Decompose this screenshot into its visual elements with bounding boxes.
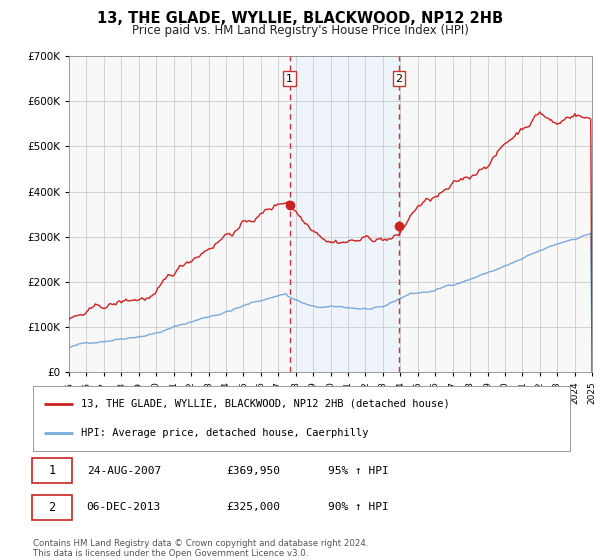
FancyBboxPatch shape [32,495,72,520]
Text: 2: 2 [395,73,403,83]
Text: Contains HM Land Registry data © Crown copyright and database right 2024.: Contains HM Land Registry data © Crown c… [33,539,368,548]
Text: Price paid vs. HM Land Registry's House Price Index (HPI): Price paid vs. HM Land Registry's House … [131,24,469,37]
Text: 24-AUG-2007: 24-AUG-2007 [87,466,161,476]
Text: 90% ↑ HPI: 90% ↑ HPI [328,502,389,512]
Text: 1: 1 [49,464,56,477]
Text: 13, THE GLADE, WYLLIE, BLACKWOOD, NP12 2HB: 13, THE GLADE, WYLLIE, BLACKWOOD, NP12 2… [97,11,503,26]
Text: 06-DEC-2013: 06-DEC-2013 [87,502,161,512]
Text: £369,950: £369,950 [226,466,280,476]
Bar [290,56,399,372]
Text: 13, THE GLADE, WYLLIE, BLACKWOOD, NP12 2HB (detached house): 13, THE GLADE, WYLLIE, BLACKWOOD, NP12 2… [82,399,450,409]
Text: HPI: Average price, detached house, Caerphilly: HPI: Average price, detached house, Caer… [82,428,369,438]
Text: This data is licensed under the Open Government Licence v3.0.: This data is licensed under the Open Gov… [33,549,308,558]
Text: 95% ↑ HPI: 95% ↑ HPI [328,466,389,476]
Text: 2: 2 [49,501,56,514]
FancyBboxPatch shape [32,458,72,483]
Text: 1: 1 [286,73,293,83]
Text: £325,000: £325,000 [226,502,280,512]
